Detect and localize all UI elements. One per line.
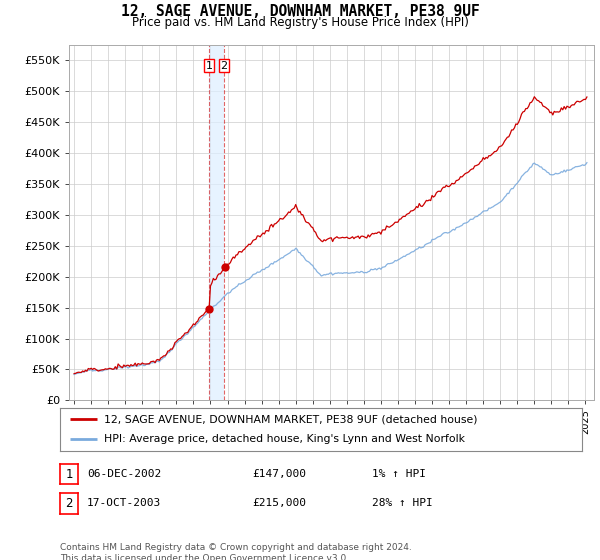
Text: 2: 2	[65, 497, 73, 510]
Text: 1: 1	[206, 61, 212, 71]
Text: 17-OCT-2003: 17-OCT-2003	[87, 498, 161, 508]
Bar	[209, 45, 224, 400]
Text: 2: 2	[220, 61, 227, 71]
Text: £147,000: £147,000	[252, 469, 306, 479]
Text: 1: 1	[65, 468, 73, 481]
Text: Price paid vs. HM Land Registry's House Price Index (HPI): Price paid vs. HM Land Registry's House …	[131, 16, 469, 29]
Text: 12, SAGE AVENUE, DOWNHAM MARKET, PE38 9UF (detached house): 12, SAGE AVENUE, DOWNHAM MARKET, PE38 9U…	[104, 414, 478, 424]
Text: Contains HM Land Registry data © Crown copyright and database right 2024.
This d: Contains HM Land Registry data © Crown c…	[60, 543, 412, 560]
Text: 1% ↑ HPI: 1% ↑ HPI	[372, 469, 426, 479]
Text: 12, SAGE AVENUE, DOWNHAM MARKET, PE38 9UF: 12, SAGE AVENUE, DOWNHAM MARKET, PE38 9U…	[121, 4, 479, 19]
Text: 06-DEC-2002: 06-DEC-2002	[87, 469, 161, 479]
Text: 28% ↑ HPI: 28% ↑ HPI	[372, 498, 433, 508]
Text: £215,000: £215,000	[252, 498, 306, 508]
Text: HPI: Average price, detached house, King's Lynn and West Norfolk: HPI: Average price, detached house, King…	[104, 434, 466, 444]
